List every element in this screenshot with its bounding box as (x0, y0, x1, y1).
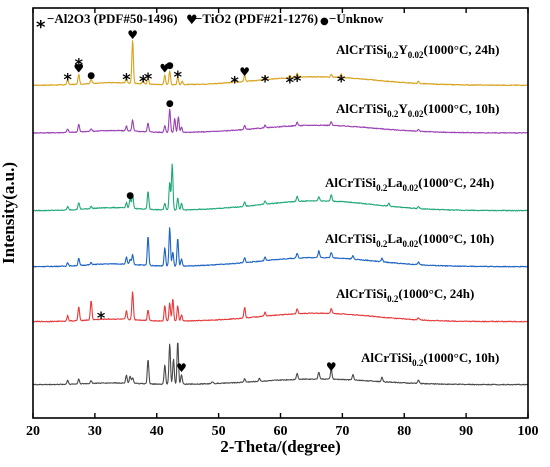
series-label-part: (1000°C, 24h) (398, 286, 474, 301)
y-axis-title: Intensity(a.u.) (0, 162, 18, 264)
series-label-part: AlCrTiSi (336, 286, 387, 301)
unknown-marker: ● (126, 191, 134, 201)
series-label-part: 0.02 (408, 50, 424, 60)
series-label-part: 0.2 (376, 239, 388, 249)
axes: 20 30 40 50 60 70 80 90 100 (26, 8, 539, 439)
al2o3-marker: * (286, 72, 295, 91)
series-label-part: (1000°C, 24h) (418, 175, 494, 190)
legend-label-2: −Unknow (329, 11, 384, 26)
series-label-part: La (387, 175, 403, 190)
series-label-2: AlCrTiSi0.2La0.02(1000°C, 24h) (325, 175, 494, 193)
al2o3-marker: * (63, 70, 72, 89)
series-label-part: 0.02 (402, 183, 418, 193)
tio2-marker: ♥ (239, 65, 250, 79)
tio2-marker: ♥ (176, 361, 187, 375)
series-label-0: AlCrTiSi0.2Y0.02(1000°C, 24h) (336, 42, 499, 60)
al2o3-marker: * (122, 70, 131, 89)
series-label-part: (1000°C, 10h) (423, 350, 499, 365)
legend-symbol-1: ♥ (186, 13, 198, 28)
series-label-part: AlCrTiSi (325, 175, 376, 190)
series-line-1 (32, 108, 529, 134)
series-label-part: Y (398, 42, 408, 57)
series-label-part: Y (398, 101, 408, 116)
series-label-part: La (387, 231, 403, 246)
al2o3-marker: * (75, 54, 84, 73)
series-label-part: 0.2 (376, 183, 388, 193)
series-layer (32, 40, 529, 386)
tio2-marker: ♥ (326, 360, 337, 374)
series-label-1: AlCrTiSi0.2Y0.02(1000°C, 10h) (336, 101, 499, 119)
legend-symbol-0: * (36, 17, 46, 38)
series-label-3: AlCrTiSi0.2La0.02(1000°C, 10h) (325, 231, 494, 249)
series-label-part: (1000°C, 10h) (423, 101, 499, 116)
series-label-part: AlCrTiSi (336, 101, 387, 116)
series-label-part: 0.2 (387, 109, 399, 119)
x-tick-label: 20 (26, 424, 40, 439)
al2o3-marker: * (139, 72, 148, 91)
x-axis-title: 2-Theta/(degree) (220, 437, 341, 456)
tio2-marker: ♥ (73, 61, 84, 75)
x-tick-label: 70 (335, 424, 349, 439)
series-label-5: AlCrTiSi0.2(1000°C, 10h) (361, 350, 499, 368)
x-tick-label: 40 (150, 424, 164, 439)
x-tick-label: 60 (274, 424, 288, 439)
series-label-4: AlCrTiSi0.2(1000°C, 24h) (336, 286, 474, 304)
tio2-marker: ♥ (127, 28, 138, 42)
series-line-0 (32, 40, 529, 87)
al2o3-marker: * (293, 71, 302, 90)
unknown-marker: ● (166, 61, 174, 71)
al2o3-marker: * (337, 72, 346, 91)
unknown-marker: ● (87, 71, 95, 81)
series-labels: AlCrTiSi0.2Y0.02(1000°C, 24h)AlCrTiSi0.2… (325, 42, 499, 368)
legend: * −Al2O3 (PDF#50-1496) ♥−TiO2 (PDF#21-1276… (36, 11, 384, 38)
series-label-part: 0.2 (412, 358, 424, 368)
series-line-4 (32, 291, 529, 323)
series-label-part: (1000°C, 24h) (423, 42, 499, 57)
series-label-part: (1000°C, 10h) (418, 231, 494, 246)
legend-label-1: −TiO2 (PDF#21-1276) (195, 11, 318, 26)
series-label-part: AlCrTiSi (361, 350, 412, 365)
series-label-part: 0.02 (402, 239, 418, 249)
x-tick-label: 90 (459, 424, 473, 439)
series-label-part: 0.02 (408, 109, 424, 119)
unknown-marker: ● (166, 99, 174, 109)
x-tick-label: 80 (397, 424, 411, 439)
legend-label-0: −Al2O3 (PDF#50-1496) (47, 11, 178, 26)
al2o3-marker: * (97, 308, 106, 327)
series-line-2 (32, 163, 529, 212)
al2o3-marker: * (144, 69, 153, 88)
x-tick-label: 30 (88, 424, 102, 439)
al2o3-marker: * (174, 67, 183, 86)
peak-markers: *♥*● *♥**♥●* *♥ * * * *●●*♥ ♥ (63, 28, 345, 375)
x-tick-label: 100 (518, 424, 539, 439)
legend-symbol-2: ● (320, 16, 329, 27)
series-label-part: AlCrTiSi (325, 231, 376, 246)
x-tick-label: 50 (212, 424, 226, 439)
series-label-part: 0.2 (387, 294, 399, 304)
tio2-marker: ♥ (159, 61, 170, 75)
series-label-part: 0.2 (387, 50, 399, 60)
al2o3-marker: * (261, 72, 270, 91)
series-label-part: AlCrTiSi (336, 42, 387, 57)
series-line-5 (32, 342, 529, 386)
series-line-3 (32, 227, 529, 268)
al2o3-marker: * (231, 72, 240, 91)
